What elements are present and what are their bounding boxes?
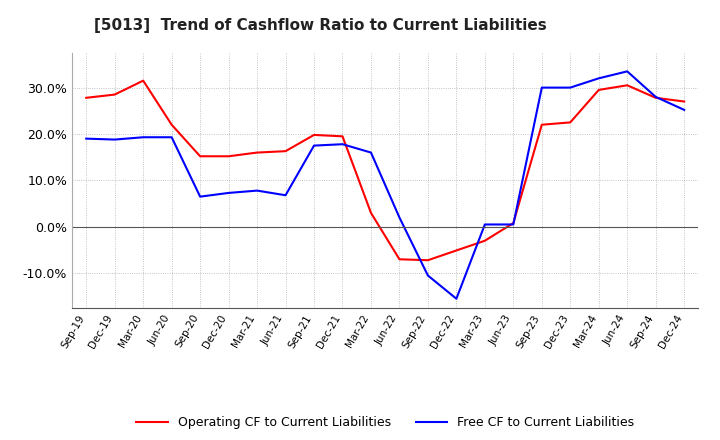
- Operating CF to Current Liabilities: [282, 149, 290, 154]
- Free CF to Current Liabilities: [310, 143, 318, 148]
- Operating CF to Current Liabilities: [680, 99, 688, 104]
- Free CF to Current Liabilities: [253, 188, 261, 193]
- Free CF to Current Liabilities: [595, 76, 603, 81]
- Operating CF to Current Liabilities: [366, 210, 375, 216]
- Free CF to Current Liabilities: [139, 135, 148, 140]
- Free CF to Current Liabilities: [366, 150, 375, 155]
- Legend: Operating CF to Current Liabilities, Free CF to Current Liabilities: Operating CF to Current Liabilities, Fre…: [131, 411, 639, 434]
- Free CF to Current Liabilities: [680, 107, 688, 113]
- Operating CF to Current Liabilities: [623, 83, 631, 88]
- Free CF to Current Liabilities: [110, 137, 119, 142]
- Free CF to Current Liabilities: [509, 222, 518, 227]
- Operating CF to Current Liabilities: [139, 78, 148, 83]
- Free CF to Current Liabilities: [395, 215, 404, 220]
- Free CF to Current Liabilities: [338, 142, 347, 147]
- Free CF to Current Liabilities: [196, 194, 204, 199]
- Operating CF to Current Liabilities: [253, 150, 261, 155]
- Operating CF to Current Liabilities: [537, 122, 546, 127]
- Operating CF to Current Liabilities: [110, 92, 119, 97]
- Operating CF to Current Liabilities: [167, 122, 176, 127]
- Free CF to Current Liabilities: [82, 136, 91, 141]
- Free CF to Current Liabilities: [480, 222, 489, 227]
- Operating CF to Current Liabilities: [338, 134, 347, 139]
- Line: Operating CF to Current Liabilities: Operating CF to Current Liabilities: [86, 81, 684, 260]
- Free CF to Current Liabilities: [423, 273, 432, 278]
- Operating CF to Current Liabilities: [310, 132, 318, 138]
- Operating CF to Current Liabilities: [595, 87, 603, 92]
- Operating CF to Current Liabilities: [423, 257, 432, 263]
- Free CF to Current Liabilities: [652, 94, 660, 99]
- Operating CF to Current Liabilities: [225, 154, 233, 159]
- Operating CF to Current Liabilities: [480, 238, 489, 243]
- Operating CF to Current Liabilities: [196, 154, 204, 159]
- Free CF to Current Liabilities: [537, 85, 546, 90]
- Free CF to Current Liabilities: [566, 85, 575, 90]
- Operating CF to Current Liabilities: [509, 220, 518, 226]
- Free CF to Current Liabilities: [623, 69, 631, 74]
- Text: [5013]  Trend of Cashflow Ratio to Current Liabilities: [5013] Trend of Cashflow Ratio to Curren…: [94, 18, 546, 33]
- Free CF to Current Liabilities: [167, 135, 176, 140]
- Line: Free CF to Current Liabilities: Free CF to Current Liabilities: [86, 71, 684, 299]
- Free CF to Current Liabilities: [282, 193, 290, 198]
- Operating CF to Current Liabilities: [395, 257, 404, 262]
- Operating CF to Current Liabilities: [566, 120, 575, 125]
- Operating CF to Current Liabilities: [82, 95, 91, 100]
- Operating CF to Current Liabilities: [652, 95, 660, 100]
- Free CF to Current Liabilities: [225, 190, 233, 195]
- Free CF to Current Liabilities: [452, 296, 461, 301]
